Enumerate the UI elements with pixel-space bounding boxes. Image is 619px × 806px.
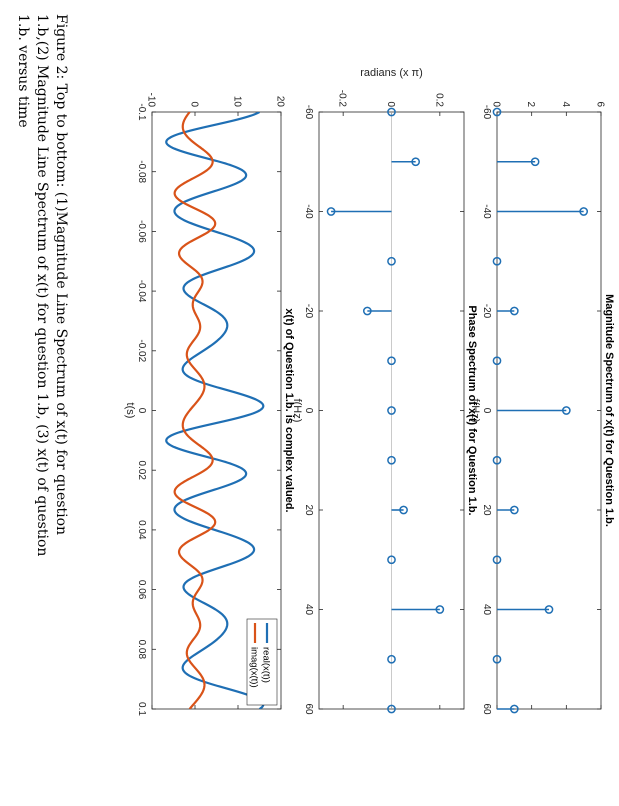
x-tick-label: 0.08 bbox=[136, 640, 147, 660]
caption-line-3: 1.b. versus time bbox=[15, 14, 31, 128]
x-tick-label: -0.1 bbox=[136, 103, 147, 121]
x-tick-label: -40 bbox=[303, 204, 314, 219]
y-tick-label: 0 bbox=[189, 101, 200, 107]
y-tick-label: 20 bbox=[275, 96, 286, 108]
x-tick-label: 0.04 bbox=[136, 520, 147, 540]
x-tick-label: 0.06 bbox=[136, 580, 147, 600]
x-tick-label: -0.04 bbox=[136, 280, 147, 303]
plot-title: x(t) of Question 1.b. is complex valued. bbox=[283, 308, 295, 512]
y-tick-label: -0.2 bbox=[337, 90, 348, 108]
series-imag-line bbox=[173, 112, 217, 709]
x-tick-label: 60 bbox=[481, 703, 492, 715]
stem-marker bbox=[561, 406, 571, 415]
stem-marker bbox=[387, 455, 396, 465]
x-axis-label: f(Hz) bbox=[469, 399, 481, 423]
rotated-figure-group: -60 -40 -20 0 20 40 60 0 2 4 6 Magnitude Spectrum o… bbox=[15, 14, 615, 716]
stem-marker bbox=[492, 356, 502, 366]
stem-marker bbox=[530, 157, 540, 167]
y-tick-label: 6 bbox=[595, 101, 606, 107]
x-tick-label: -60 bbox=[303, 105, 314, 120]
x-tick-label: 20 bbox=[303, 504, 314, 516]
x-tick-label: -60 bbox=[481, 105, 492, 120]
stem-marker bbox=[492, 555, 502, 565]
stem-marker bbox=[387, 356, 396, 366]
x-tick-label: -20 bbox=[303, 304, 314, 319]
time-domain-plot: -0.1 -0.08 -0.06 -0.04 -0.02 0 0.02 0.04 0.06 0.0… bbox=[124, 93, 295, 717]
stem-marker bbox=[387, 256, 396, 266]
stem-marker bbox=[387, 406, 396, 415]
legend-label-imag: imag(x(t)) bbox=[249, 647, 260, 688]
x-axis-label: t(s) bbox=[124, 403, 136, 419]
plot-title: Phase Spectrum of x(t) for Question 1.b. bbox=[466, 305, 478, 515]
stem-marker bbox=[411, 157, 421, 167]
stem-marker bbox=[362, 306, 372, 316]
stem-marker bbox=[492, 455, 502, 465]
stem-marker bbox=[387, 555, 396, 565]
stem-marker bbox=[579, 207, 589, 216]
magnitude-spectrum-plot: -60 -40 -20 0 20 40 60 0 2 4 6 Magnitude Spectrum o… bbox=[469, 101, 615, 715]
stem-marker bbox=[387, 107, 396, 117]
y-tick-label: 0.2 bbox=[433, 93, 444, 107]
x-tick-label: 40 bbox=[303, 604, 314, 616]
x-tick-label: 60 bbox=[303, 703, 314, 715]
stem-marker bbox=[492, 107, 502, 117]
stem-marker bbox=[387, 654, 396, 664]
x-tick-label: 0.1 bbox=[136, 702, 147, 716]
figure-caption: Figure 2: Top to bottom: (1)Magnitude Li… bbox=[15, 14, 69, 556]
x-tick-label: 20 bbox=[481, 504, 492, 516]
stem-marker bbox=[387, 704, 396, 714]
plot-title: Magnitude Spectrum of x(t) for Question … bbox=[603, 294, 615, 527]
stem-marker bbox=[435, 605, 445, 614]
x-tick-label: 0 bbox=[481, 408, 492, 414]
caption-line-1: Figure 2: Top to bottom: (1)Magnitude Li… bbox=[53, 14, 69, 535]
x-tick-label: 0.02 bbox=[136, 460, 147, 480]
y-axis-label: radians (x π) bbox=[360, 67, 423, 79]
stem-marker bbox=[509, 704, 519, 714]
x-tick-label: 40 bbox=[481, 604, 492, 616]
stem-marker bbox=[399, 505, 408, 515]
x-axis-label: f(Hz) bbox=[291, 399, 303, 423]
legend-label-real: real(x(t)) bbox=[261, 647, 272, 683]
stem-marker bbox=[492, 654, 502, 664]
x-tick-label: -0.06 bbox=[136, 220, 147, 243]
phase-spectrum-plot: -60 -40 -20 0 20 40 60 -0.2 0 0.2 Phase Spectrum o… bbox=[291, 67, 478, 715]
stem-marker bbox=[509, 306, 519, 316]
stem-marker bbox=[544, 605, 554, 614]
caption-line-2: 1.b,(2) Magnitude Line Spectrum of x(t) … bbox=[34, 14, 50, 556]
y-tick-label: 2 bbox=[525, 101, 536, 107]
stem-marker bbox=[492, 256, 502, 266]
y-tick-label: 4 bbox=[560, 101, 571, 107]
x-tick-label: -0.02 bbox=[136, 339, 147, 362]
y-tick-label: 10 bbox=[232, 96, 243, 108]
y-tick-label: 0 bbox=[491, 101, 502, 107]
x-tick-label: 0 bbox=[303, 408, 314, 414]
x-tick-label: -0.08 bbox=[136, 160, 147, 183]
stem-marker bbox=[326, 207, 336, 216]
y-tick-label: 0 bbox=[385, 101, 396, 107]
y-tick-label: -10 bbox=[146, 93, 157, 108]
series-real-line bbox=[165, 112, 265, 709]
x-tick-label: 0 bbox=[136, 408, 147, 414]
x-tick-label: -40 bbox=[481, 204, 492, 219]
stem-marker bbox=[509, 505, 519, 515]
x-tick-label: -20 bbox=[481, 304, 492, 319]
